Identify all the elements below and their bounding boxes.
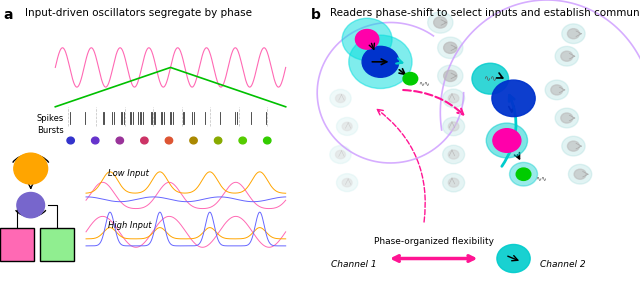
Circle shape [428, 12, 453, 33]
Circle shape [444, 70, 457, 81]
Text: Spikes: Spikes [37, 114, 64, 123]
Circle shape [342, 18, 392, 60]
Circle shape [561, 51, 573, 61]
Circle shape [190, 137, 197, 144]
Text: Input-driven oscillators segregate by phase: Input-driven oscillators segregate by ph… [24, 8, 252, 19]
Text: Bursts: Bursts [37, 126, 63, 135]
Circle shape [362, 46, 399, 77]
Text: Theta: Theta [14, 234, 20, 255]
Text: Channel 2: Channel 2 [540, 260, 586, 269]
Circle shape [141, 137, 148, 144]
Circle shape [403, 72, 418, 85]
Circle shape [497, 244, 530, 273]
Circle shape [239, 137, 246, 144]
Circle shape [67, 137, 74, 144]
Circle shape [545, 80, 568, 100]
Circle shape [443, 89, 465, 108]
Circle shape [555, 108, 579, 128]
FancyBboxPatch shape [40, 228, 74, 261]
Circle shape [443, 145, 465, 164]
Circle shape [92, 137, 99, 144]
Circle shape [443, 173, 465, 192]
Text: High Input: High Input [108, 221, 151, 230]
Circle shape [438, 65, 463, 87]
Circle shape [335, 94, 346, 103]
Circle shape [444, 42, 457, 53]
Circle shape [486, 123, 527, 158]
Text: ∿∿: ∿∿ [535, 175, 547, 182]
Circle shape [165, 137, 173, 144]
Circle shape [551, 85, 563, 95]
Circle shape [337, 117, 358, 135]
Circle shape [568, 141, 579, 151]
Text: ∿∿: ∿∿ [483, 74, 497, 83]
Text: ∿∿: ∿∿ [419, 80, 431, 86]
Circle shape [443, 117, 465, 136]
Text: Channel 1: Channel 1 [331, 260, 376, 269]
Circle shape [555, 46, 579, 66]
Circle shape [355, 30, 379, 49]
Text: Phase-organized flexibility: Phase-organized flexibility [374, 237, 493, 246]
Circle shape [116, 137, 124, 144]
Circle shape [516, 168, 531, 180]
Circle shape [214, 137, 222, 144]
Circle shape [562, 136, 585, 156]
Circle shape [342, 178, 352, 187]
Circle shape [492, 80, 535, 117]
Circle shape [337, 174, 358, 192]
Circle shape [562, 24, 585, 44]
Text: a: a [3, 8, 13, 22]
Circle shape [17, 192, 45, 218]
Circle shape [14, 153, 47, 184]
Circle shape [434, 17, 447, 28]
Circle shape [568, 29, 579, 39]
Circle shape [561, 113, 573, 123]
Text: Input: Input [54, 235, 60, 253]
Circle shape [472, 63, 509, 94]
Text: Low Input: Low Input [108, 169, 148, 178]
Circle shape [342, 122, 352, 131]
Text: Readers phase-shift to select inputs and establish communication channels: Readers phase-shift to select inputs and… [330, 8, 640, 19]
Circle shape [509, 162, 538, 186]
Circle shape [448, 150, 459, 159]
FancyBboxPatch shape [0, 228, 34, 261]
Circle shape [335, 150, 346, 159]
Circle shape [448, 178, 459, 187]
Circle shape [448, 94, 459, 103]
Circle shape [568, 164, 592, 184]
Text: b: b [310, 8, 321, 22]
Circle shape [493, 129, 521, 152]
Circle shape [448, 122, 459, 131]
Circle shape [264, 137, 271, 144]
Circle shape [330, 146, 351, 164]
Circle shape [330, 89, 351, 107]
Circle shape [574, 169, 586, 179]
Circle shape [438, 37, 463, 58]
Circle shape [349, 35, 412, 89]
